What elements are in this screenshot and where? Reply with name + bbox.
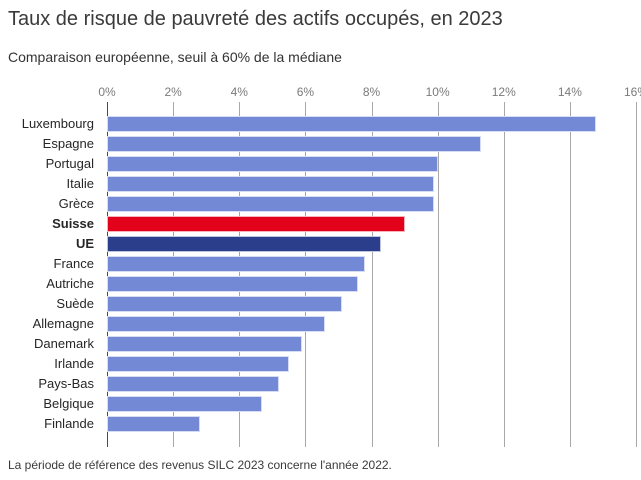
x-tick-label-12: 12% <box>491 85 516 99</box>
gridline <box>239 102 241 447</box>
gridline <box>173 102 175 447</box>
y-label-luxembourg: Luxembourg <box>21 116 94 131</box>
bar-grece <box>107 196 435 212</box>
x-tick-label-6: 6% <box>296 85 315 99</box>
y-axis-labels: Luxembourg Espagne Portugal Italie Grèce Suis… <box>0 102 100 447</box>
bar-pays-bas <box>107 376 279 392</box>
gridline <box>503 102 505 447</box>
y-label-italie: Italie <box>66 176 94 191</box>
y-label-suisse: Suisse <box>52 216 94 231</box>
y-label-autriche: Autriche <box>46 276 94 291</box>
x-axis: 0% 2% 4% 6% 8% 10% 12% 14% 16% <box>98 85 641 100</box>
bar-portugal <box>107 156 438 172</box>
bar-allemagne <box>107 316 326 332</box>
x-tick-label-8: 8% <box>362 85 381 99</box>
plot-area <box>107 102 637 447</box>
y-label-belgique: Belgique <box>43 396 94 411</box>
bar-finlande <box>107 416 200 432</box>
x-tick-label-2: 2% <box>164 85 182 99</box>
y-label-ue: UE <box>75 236 94 251</box>
y-label-grece: Grèce <box>58 196 94 211</box>
y-label-irlande: Irlande <box>54 356 94 371</box>
gridline <box>437 102 439 447</box>
bar-danemark <box>107 336 303 352</box>
y-label-portugal: Portugal <box>45 156 94 171</box>
bar-autriche <box>107 276 359 292</box>
gridline <box>371 102 373 447</box>
bar-italie <box>107 176 435 192</box>
gridline <box>305 102 307 447</box>
bar-belgique <box>107 396 263 412</box>
bar-suisse <box>107 216 405 232</box>
y-label-suede: Suède <box>56 296 94 311</box>
axis-zero-line <box>107 102 108 447</box>
x-tick-label-4: 4% <box>230 85 248 99</box>
chart-subtitle: Comparaison européenne, seuil à 60% de l… <box>8 49 342 65</box>
bar-espagne <box>107 136 481 152</box>
x-tick-label-16: 16% <box>623 85 641 99</box>
bar-ue <box>107 236 382 252</box>
footnote: La période de référence des revenus SILC… <box>8 458 392 472</box>
gridline <box>636 102 637 447</box>
x-tick-label-14: 14% <box>557 85 582 99</box>
chart-title: Taux de risque de pauvreté des actifs oc… <box>8 8 503 30</box>
gridline <box>569 102 571 447</box>
y-label-france: France <box>53 256 94 271</box>
y-label-espagne: Espagne <box>42 136 94 151</box>
bar-suede <box>107 296 342 312</box>
y-label-pays-bas: Pays-Bas <box>38 376 94 391</box>
y-label-finlande: Finlande <box>44 416 94 431</box>
y-label-allemagne: Allemagne <box>32 316 94 331</box>
bar-irlande <box>107 356 289 372</box>
x-tick-label-0: 0% <box>98 85 116 99</box>
bar-luxembourg <box>107 116 597 132</box>
y-label-danemark: Danemark <box>34 336 94 351</box>
bar-france <box>107 256 365 272</box>
x-tick-label-10: 10% <box>425 85 450 99</box>
